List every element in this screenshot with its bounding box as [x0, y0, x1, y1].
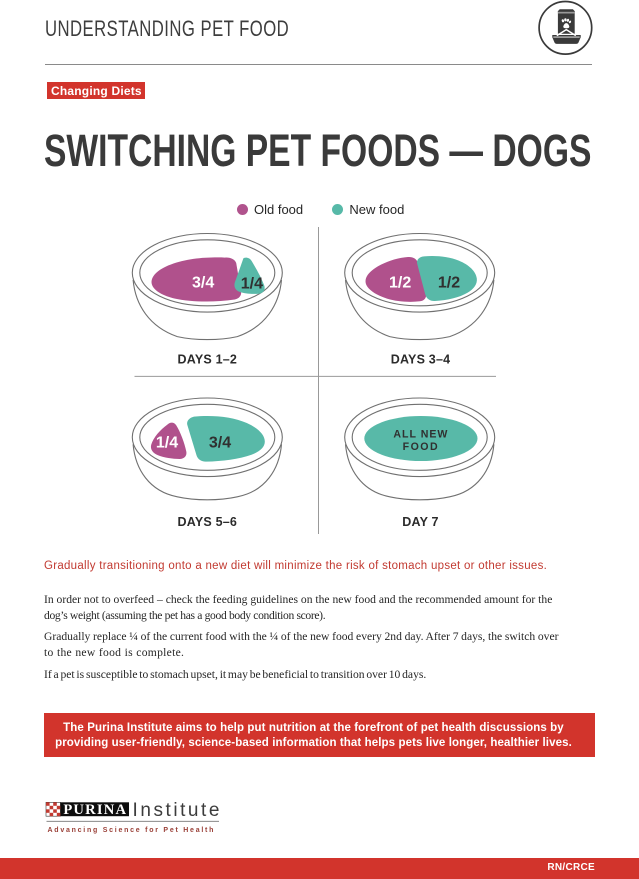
svg-text:Institute: Institute: [133, 800, 223, 821]
svg-text:1/2: 1/2: [389, 275, 411, 292]
svg-text:DAYS 1–2: DAYS 1–2: [178, 353, 238, 367]
svg-text:PURINA: PURINA: [63, 802, 127, 818]
svg-text:3/4: 3/4: [209, 434, 231, 451]
svg-text:3/4: 3/4: [192, 275, 214, 292]
svg-text:DAYS 3–4: DAYS 3–4: [391, 353, 451, 367]
svg-text:FOOD: FOOD: [403, 441, 440, 453]
svg-text:DAYS 5–6: DAYS 5–6: [178, 515, 238, 529]
svg-text:1/4: 1/4: [156, 435, 178, 452]
svg-text:1/4: 1/4: [241, 275, 263, 292]
svg-text:1/2: 1/2: [438, 275, 460, 292]
svg-text:ALL NEW: ALL NEW: [393, 429, 448, 441]
svg-text:Advancing Science for Pet Heal: Advancing Science for Pet Health: [48, 827, 216, 834]
svg-text:DAY 7: DAY 7: [402, 515, 438, 529]
